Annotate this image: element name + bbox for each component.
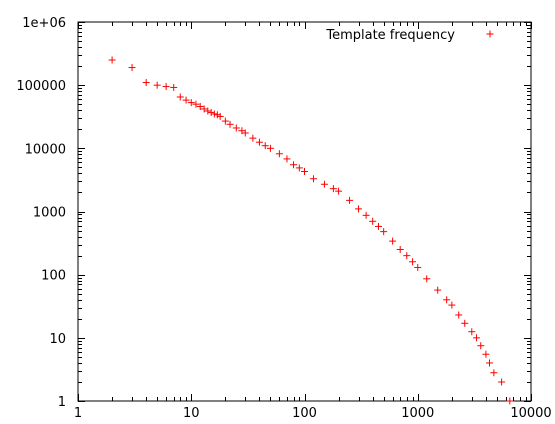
data-point [232, 124, 240, 132]
data-point [403, 252, 411, 260]
data-point [162, 83, 170, 91]
data-point [309, 175, 317, 183]
data-point [221, 117, 229, 125]
data-point [216, 112, 224, 120]
data-point [455, 311, 463, 319]
data-point [335, 187, 343, 195]
data-point [153, 81, 161, 89]
data-point [414, 263, 422, 271]
data-point [389, 237, 397, 245]
legend-marker-symbol [486, 30, 494, 38]
data-point [374, 222, 382, 230]
data-point [498, 378, 506, 386]
data-point [448, 301, 456, 309]
data-point [472, 334, 480, 342]
data-point [423, 275, 431, 283]
legend-label: Template frequency [325, 28, 455, 43]
data-point [182, 96, 190, 104]
axis-ticks [78, 22, 532, 402]
data-point [170, 83, 178, 91]
data-point [301, 167, 308, 175]
data-point [261, 142, 269, 150]
data-point [329, 185, 337, 193]
plot-border [77, 21, 532, 402]
data-point [187, 99, 195, 107]
data-point [490, 369, 498, 377]
data-point [443, 296, 451, 304]
data-point [200, 105, 208, 113]
data-point [204, 107, 212, 115]
x-tick-label: 1000 [401, 406, 434, 421]
data-point [468, 328, 476, 336]
x-tick-label: 10000 [510, 406, 551, 421]
data-point [128, 64, 136, 72]
data-point [210, 110, 218, 118]
data-point [320, 180, 328, 188]
data-point [226, 120, 234, 128]
data-point [142, 79, 150, 87]
data-point [176, 93, 184, 101]
y-tick-label: 100 [41, 269, 66, 284]
data-point [362, 211, 370, 219]
data-point [207, 108, 215, 116]
data-point [241, 129, 249, 137]
data-point [380, 228, 388, 236]
y-tick-label: 10 [49, 332, 66, 347]
data-point [369, 217, 377, 225]
data-point [396, 246, 404, 254]
axis-tick-labels: 1 10 100 1000 10000 1 10 100 1000 10000 100000 1e+0… [16, 16, 551, 421]
data-point [108, 56, 116, 64]
y-tick-label: 1e+06 [22, 16, 66, 31]
x-tick-label: 10 [183, 406, 200, 421]
y-tick-label: 10000 [25, 142, 66, 157]
data-point [355, 205, 363, 213]
legend-marker [486, 30, 494, 38]
data-point [506, 397, 514, 405]
legend: Template frequency [325, 28, 494, 43]
data-point [346, 196, 354, 204]
y-tick-label: 1 [58, 395, 66, 410]
data-point [409, 258, 417, 266]
y-tick-label: 100000 [16, 79, 66, 94]
data-point [434, 286, 442, 294]
data-point [266, 144, 274, 152]
data-point [482, 350, 490, 358]
data-point [290, 161, 298, 169]
data-point [249, 134, 257, 142]
data-point [295, 164, 303, 172]
data-point [192, 100, 200, 108]
data-point [485, 359, 493, 367]
x-tick-label: 100 [292, 406, 317, 421]
data-point [461, 319, 469, 327]
data-point [283, 155, 291, 163]
data-point [196, 102, 204, 110]
x-tick-label: 1 [74, 406, 82, 421]
data-points [108, 56, 514, 405]
y-tick-label: 1000 [33, 206, 66, 221]
data-point [477, 342, 485, 350]
data-point [275, 150, 283, 158]
data-point [255, 138, 263, 146]
